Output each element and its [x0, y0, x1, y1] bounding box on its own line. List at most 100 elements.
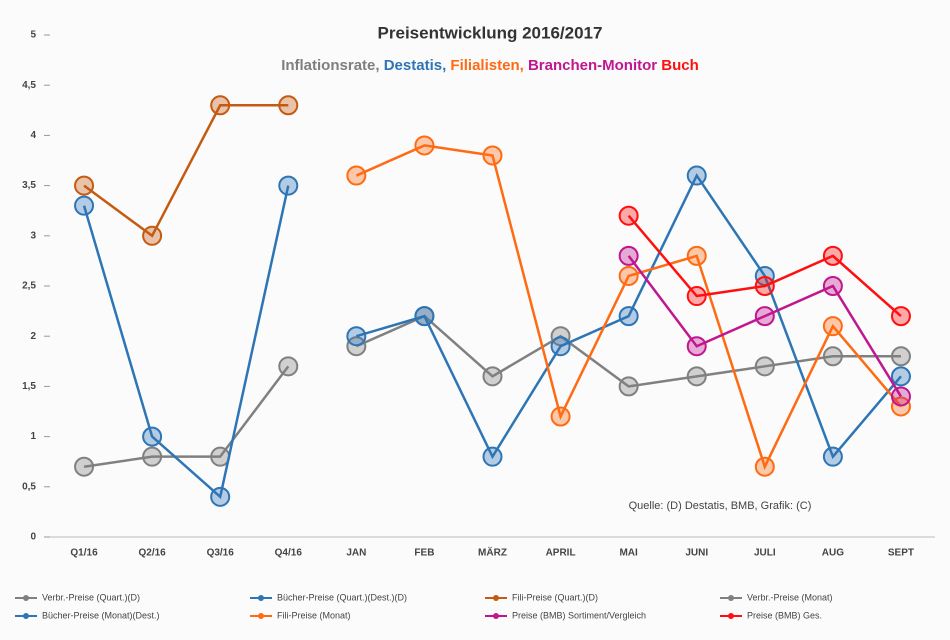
data-point — [550, 406, 571, 427]
x-tick-label: JULI — [754, 548, 776, 559]
subtitle-part: Destatis, — [384, 57, 451, 74]
y-tick-label: 0 — [30, 532, 36, 543]
data-point — [890, 366, 911, 387]
legend-marker — [493, 613, 499, 619]
x-tick-label: Q3/16 — [207, 548, 235, 559]
data-point — [822, 276, 843, 296]
legend-label: Bücher-Preise (Monat)(Dest.) — [42, 610, 160, 620]
x-tick-label: SEPT — [888, 548, 914, 559]
x-tick-label: MAI — [619, 548, 638, 559]
x-tick-label: JAN — [346, 548, 366, 559]
data-point — [74, 456, 95, 477]
legend-label: Preise (BMB) Sortiment/Vergleich — [512, 610, 646, 620]
x-tick-label: FEB — [414, 548, 434, 559]
data-point — [686, 245, 707, 266]
data-point — [142, 225, 163, 246]
data-point — [278, 175, 299, 196]
data-point — [822, 245, 843, 266]
data-point — [482, 145, 503, 166]
data-point — [822, 346, 843, 367]
data-point — [686, 366, 707, 387]
data-point — [754, 276, 775, 296]
legend-marker — [493, 595, 499, 601]
data-point — [346, 336, 367, 357]
data-point — [210, 486, 231, 507]
series-line — [355, 314, 901, 388]
x-tick-label: AUG — [822, 548, 844, 559]
data-point — [414, 135, 435, 156]
data-point — [142, 426, 163, 447]
y-tick-label: 4,5 — [22, 80, 36, 91]
x-tick-label: Q2/16 — [138, 548, 166, 559]
data-point — [278, 95, 299, 116]
data-point — [346, 326, 367, 347]
data-point — [686, 286, 707, 307]
data-point — [618, 245, 639, 266]
legend-marker — [258, 595, 264, 601]
series-line — [82, 185, 290, 500]
y-tick-label: 5 — [30, 30, 36, 41]
chart-subtitle: Inflationsrate, Destatis, Filialisten, B… — [281, 57, 699, 74]
data-point — [278, 356, 299, 377]
annotation: Quelle: (D) Destatis, BMB, Grafik: (C) — [629, 500, 812, 512]
legend-marker — [23, 613, 29, 619]
legend-label: Verbr.-Preise (Quart.)(D) — [42, 592, 140, 602]
legend-marker — [728, 613, 734, 619]
legend-label: Verbr.-Preise (Monat) — [747, 592, 833, 602]
legend-marker — [23, 595, 29, 601]
data-point — [686, 165, 707, 186]
series-line — [627, 214, 902, 318]
y-tick-label: 1 — [30, 431, 36, 442]
data-point — [890, 386, 911, 407]
y-tick-label: 1,5 — [22, 381, 36, 392]
x-tick-label: Q1/16 — [70, 548, 98, 559]
series-line — [83, 365, 290, 468]
data-point — [414, 306, 435, 327]
subtitle-part: Buch — [661, 57, 699, 74]
data-point — [618, 265, 639, 286]
y-tick-label: 2 — [30, 331, 36, 342]
data-point — [482, 366, 503, 387]
legend-label: Fili-Preise (Monat) — [277, 610, 351, 620]
y-tick-label: 3,5 — [22, 180, 36, 191]
data-point — [890, 346, 911, 367]
data-point — [210, 95, 231, 116]
data-point — [74, 175, 95, 196]
data-point — [754, 356, 775, 377]
series-line — [355, 144, 902, 471]
data-point — [142, 446, 163, 467]
data-point — [346, 165, 367, 186]
legend-label: Preise (BMB) Ges. — [747, 610, 822, 620]
data-point — [754, 456, 775, 477]
data-point — [686, 336, 707, 357]
data-point — [618, 306, 639, 327]
x-tick-label: APRIL — [546, 548, 576, 559]
subtitle-part: Inflationsrate, — [281, 57, 384, 74]
subtitle-part: Branchen-Monitor — [528, 57, 661, 74]
series-line — [627, 255, 903, 398]
y-tick-label: 3 — [30, 230, 36, 241]
data-point — [74, 195, 95, 216]
subtitle-part: Filialisten, — [450, 57, 528, 74]
x-tick-label: Q4/16 — [275, 548, 303, 559]
data-point — [482, 446, 503, 467]
data-point — [550, 336, 571, 357]
data-point — [890, 306, 911, 327]
x-tick-label: JUNI — [685, 548, 708, 559]
legend-label: Bücher-Preise (Quart.)(Dest.)(D) — [277, 592, 407, 602]
y-tick-label: 0,5 — [22, 481, 36, 492]
data-point — [822, 446, 843, 467]
data-point — [822, 316, 843, 337]
legend-marker — [258, 613, 264, 619]
legend-label: Fili-Preise (Quart.)(D) — [512, 592, 598, 602]
series-line — [83, 104, 289, 238]
data-point — [618, 376, 639, 397]
chart-title: Preisentwicklung 2016/2017 — [378, 23, 603, 42]
series-line — [355, 173, 902, 460]
legend-marker — [728, 595, 734, 601]
data-point — [618, 205, 639, 226]
y-tick-label: 4 — [30, 130, 36, 141]
x-tick-label: MÄRZ — [478, 546, 507, 559]
